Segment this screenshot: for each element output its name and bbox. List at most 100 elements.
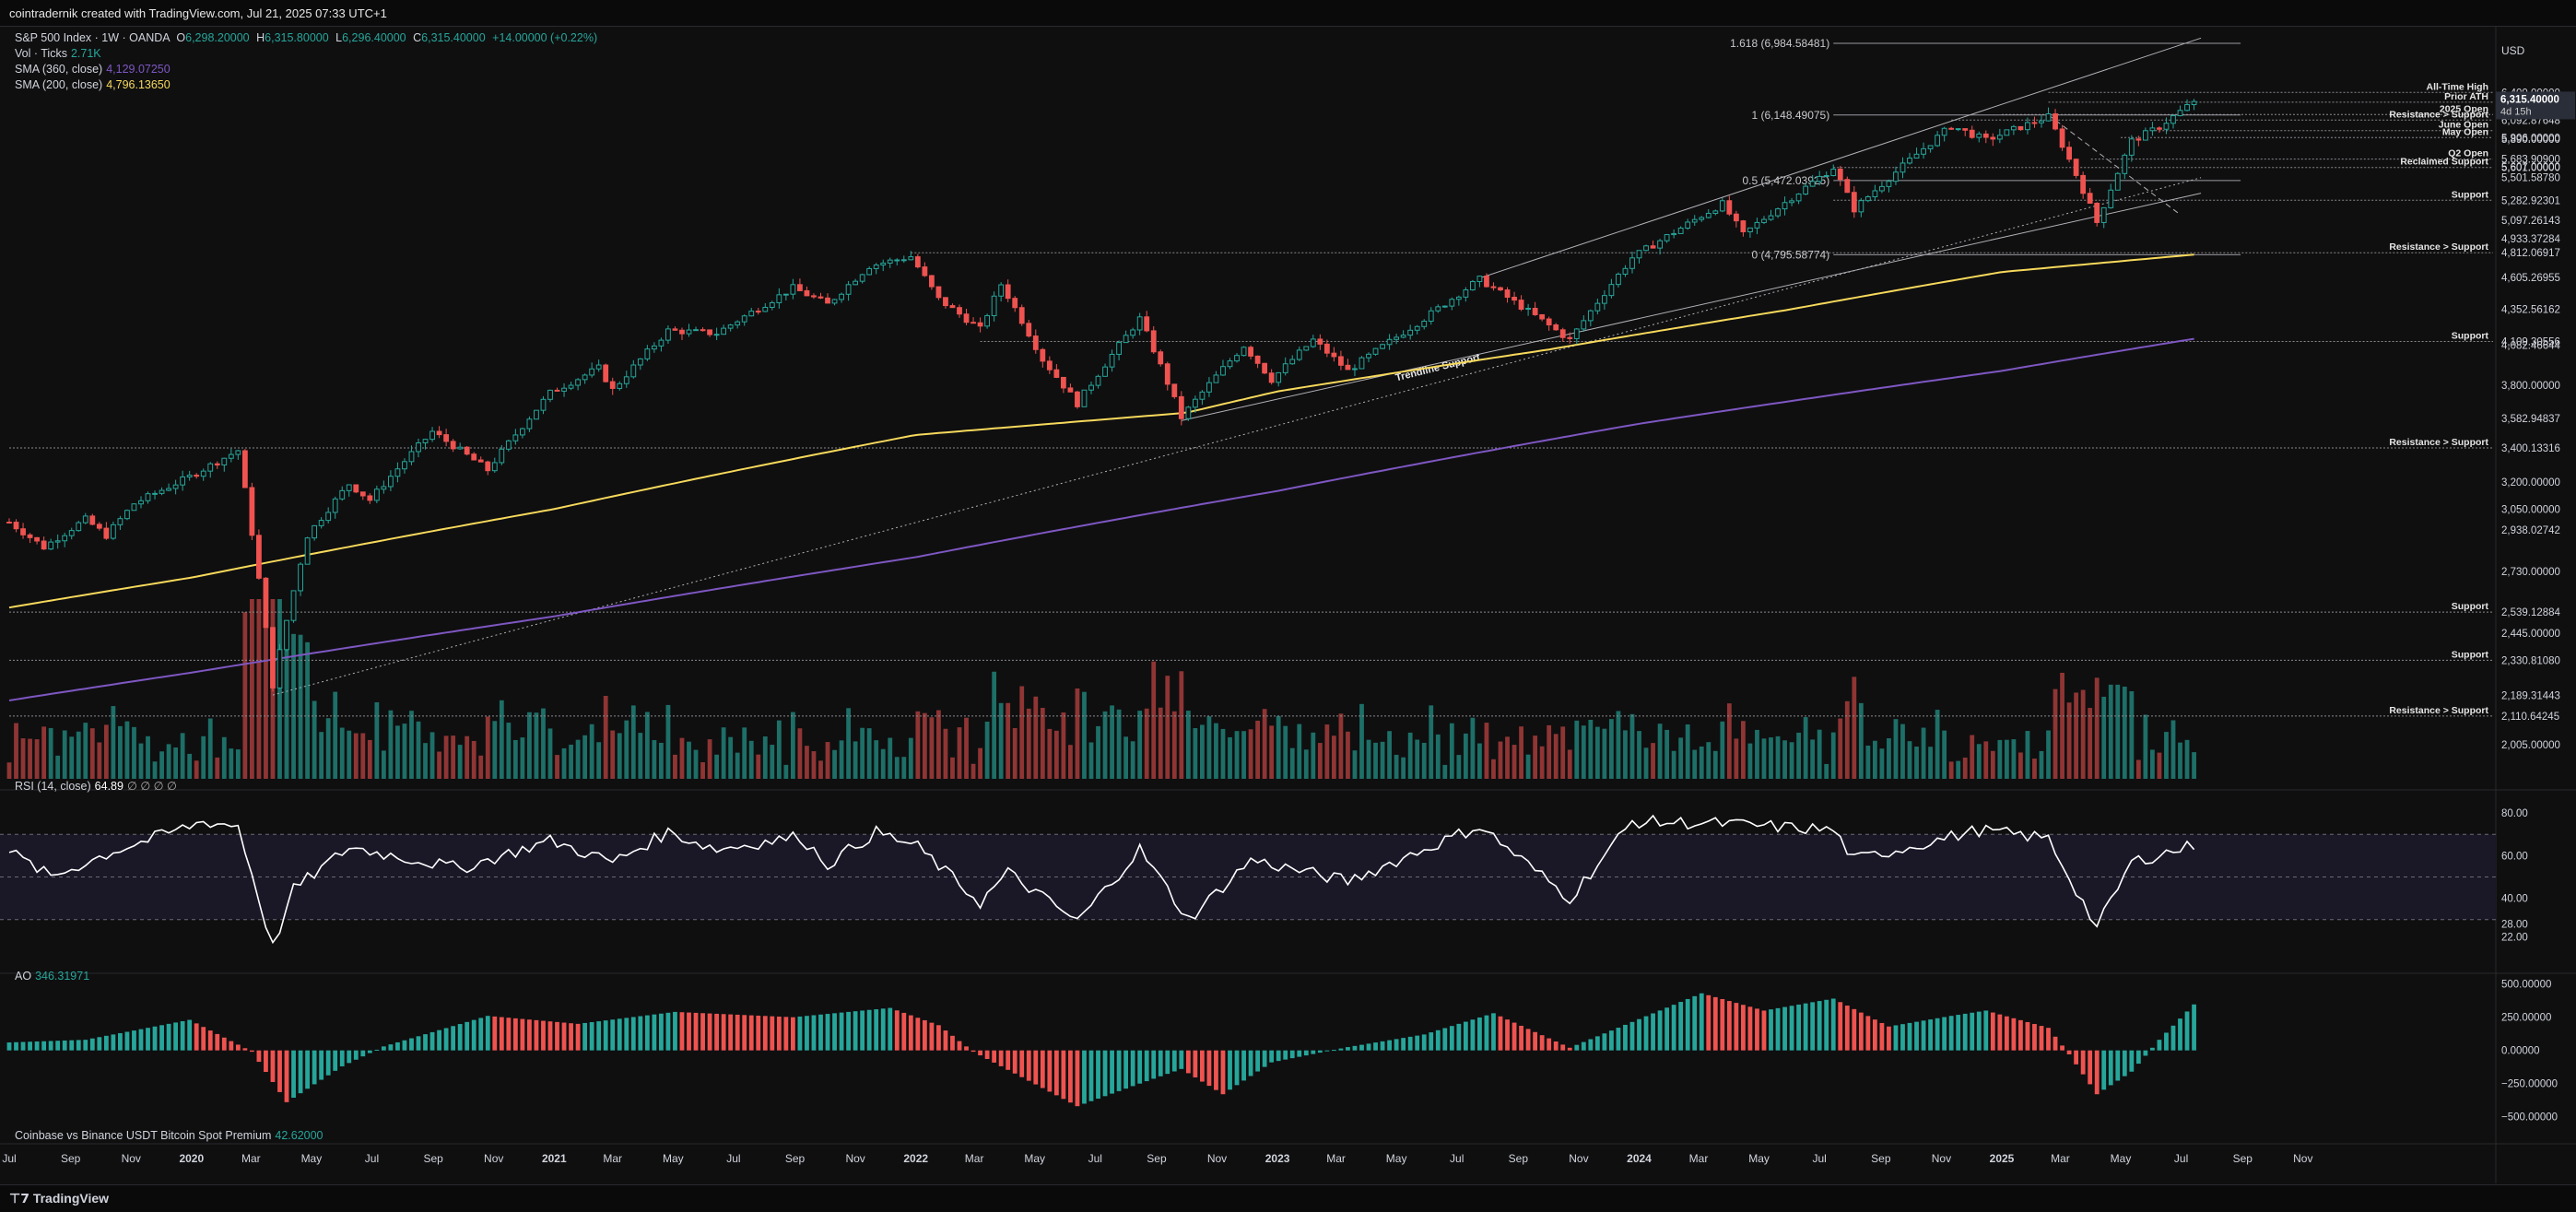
symbol-name[interactable]: S&P 500 Index · 1W · OANDA [15,31,170,44]
candle [1040,347,1046,368]
volume-bar [1394,754,1399,779]
ao-bar [630,1017,636,1051]
ao-bar [1200,1050,1205,1082]
candle-body [1803,185,1809,195]
candle [1900,157,1906,179]
rsi-tick: 80.00 [2501,808,2528,819]
ao-bar [1269,1050,1275,1063]
candle [790,278,796,300]
candle-body [1872,190,1878,197]
volume-bar [1525,754,1531,779]
volume-bar [2025,731,2030,779]
volume-bar [555,755,559,779]
volume-bar [76,731,81,779]
candle [1601,289,1607,310]
candle [1192,395,1198,413]
candle [1359,356,1365,370]
candle-body [1927,145,1934,149]
sma360-line [8,337,2194,701]
candle-body [1982,133,1989,138]
volume-bar [1824,763,1829,779]
volume-bar [929,717,935,779]
candle [1268,369,1275,385]
ao-bar [1629,1021,1635,1051]
volume-bar [679,737,685,779]
ao-bar [555,1021,559,1051]
candle [1823,171,1829,178]
time-tick: May [1024,1152,1045,1165]
candle [13,519,19,533]
candle [617,381,623,391]
candle-body [207,463,214,472]
ao-bar [1838,1002,1843,1051]
candle [1428,307,1434,325]
candle [943,297,948,309]
ao-bar [1761,1010,1767,1051]
ao-bar [124,1031,130,1051]
volume-bar [1678,737,1684,779]
candle-body [96,524,102,529]
ao-bar [1421,1034,1427,1051]
ao-bar [1311,1050,1316,1054]
candle [831,299,838,306]
ao-bar [853,1011,858,1051]
candle [131,503,137,512]
candle [1705,209,1711,219]
ao-bar [235,1044,241,1051]
volume-bar [2184,739,2190,779]
candle [298,562,303,596]
trendline-label: Trendline Support [1394,352,1482,383]
candle [1657,239,1663,255]
candle [422,439,429,450]
candle [1893,166,1899,185]
countdown-label: 4d 15h [2500,106,2532,117]
volume-bar [617,733,622,779]
price-axis[interactable]: USD6,400.000006,290.000006,153.000006,09… [2496,44,2575,751]
ao-bar [1990,1012,1995,1051]
ao-bar [2192,1004,2196,1051]
candle [741,314,747,326]
volume-bar [1158,707,1163,779]
candle-body [312,524,318,539]
candle [186,470,193,481]
candle-body [228,453,234,459]
ao-bar [1588,1039,1594,1051]
volume-bar [229,748,234,779]
candle-body [2114,172,2121,191]
candle-body [1463,288,1469,298]
candle-body [62,535,68,542]
ao-bar [1359,1044,1364,1051]
candle-body [1206,382,1212,393]
moving-averages [8,253,2194,701]
ao-bar [1214,1050,1218,1090]
rsi-tick: 22.00 [2501,932,2528,943]
candle-body [325,512,332,522]
price-tick: 3,582.94837 [2501,414,2560,425]
candle [1276,371,1282,387]
candle-body [2039,120,2044,124]
close-value: 6,315.40000 [421,31,486,44]
tradingview-logo[interactable]: ⊤𝟳 TradingView [9,1191,110,1206]
candle [762,302,769,312]
candle [1782,196,1788,216]
candle-body [707,329,712,335]
ao-bar [860,1010,865,1051]
candle-body [693,329,699,332]
volume-bar [215,757,220,779]
candle [561,382,567,397]
candle-body [769,301,775,308]
ao-bar [1817,1001,1822,1051]
candle [644,345,651,361]
volume-bar [1435,734,1441,779]
candle [166,483,171,492]
ao-bar [1962,1013,1968,1051]
time-axis[interactable]: Jul Sep Nov 2020 Mar May Jul Sep Nov 2021 Mar May Ju… [2,1152,2312,1165]
ao-bar [1511,1022,1517,1051]
volume-bar [1289,747,1295,779]
ao-bar [2129,1050,2135,1072]
candle [332,496,338,519]
candle [1372,347,1379,356]
price-tick: 2,445.00000 [2501,629,2560,640]
candle [1386,334,1393,350]
